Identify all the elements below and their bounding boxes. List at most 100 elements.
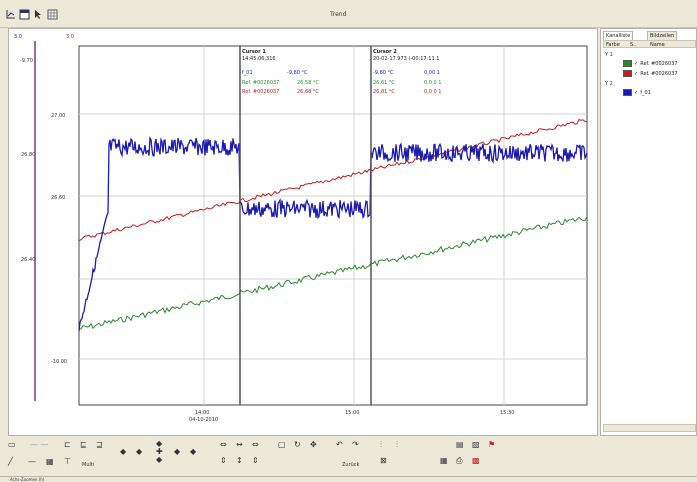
fit-y-icon[interactable]: ⇕ [252, 456, 259, 465]
column-name[interactable]: Name [650, 42, 665, 48]
dash-tool-icon[interactable]: — [28, 457, 36, 466]
pan-down-icon[interactable]: ◆ [156, 455, 163, 464]
multi-label[interactable]: Multi [82, 462, 95, 468]
pan-right-icon[interactable]: ◆ [136, 447, 143, 456]
cursor-1-row-name: f_01 [242, 70, 253, 76]
top-toolbar: Trend [0, 0, 697, 28]
copy-icon[interactable]: ▤ [456, 440, 464, 449]
channel-row[interactable]: ✓ Ref. #0026037 [623, 70, 678, 77]
zurueck-label[interactable]: Zurück [342, 462, 360, 468]
x-tick-label: 14:00 [195, 410, 209, 416]
undo-icon[interactable]: ↶ [336, 440, 343, 449]
cursor-2-row-value: 26,81 °C [373, 89, 395, 95]
series-line-ref-red [78, 118, 588, 242]
cursor-values-icon[interactable]: ⊠ [380, 456, 387, 465]
x-tick-label: 15:00 [345, 410, 359, 416]
group-y2[interactable]: Y 2 [605, 81, 613, 87]
group-y1[interactable]: Y 1 [605, 52, 613, 58]
pan-up-icon[interactable]: ◆ [156, 439, 163, 448]
bottom-toolbar: ▭ ╱ — — — ⊏ ⊑ ⊒ ▦ ⊤ Multi ◆ ◆ ◆ ✚ ◆ ◆ ◆ … [0, 436, 697, 476]
axes-icon[interactable] [5, 9, 16, 20]
series-line-ref-green [79, 216, 588, 330]
line-tool-icon[interactable]: ╱ [8, 457, 13, 466]
cursor-2-timestamp: 20-02-17.973 (-00:17:11.1 [373, 56, 439, 62]
stretch-y-icon[interactable]: ⇕ [220, 456, 227, 465]
cursor-a-icon[interactable]: ⫶ [380, 440, 382, 449]
table-icon[interactable]: ▦ [440, 456, 448, 465]
cursor-1-row-name: Ref. #0026037 [242, 89, 279, 95]
zoom-box-icon[interactable]: ▢ [278, 440, 286, 449]
shrink-x-icon[interactable]: ↔ [236, 440, 243, 449]
column-s[interactable]: S.. [630, 42, 637, 48]
stretch-x-icon[interactable]: ⇔ [220, 440, 227, 449]
zoom-out-icon[interactable]: ◆ [190, 447, 197, 456]
cursor-2-row-value: 26,61 °C [373, 80, 395, 86]
grid-icon[interactable] [47, 9, 58, 20]
export-icon[interactable]: ▧ [472, 440, 480, 449]
scale-x-icon[interactable]: ⊒ [96, 440, 103, 449]
rotate-icon[interactable]: ↻ [294, 440, 301, 449]
cursor-1-title: Cursor 1 [242, 49, 266, 55]
cursor-2-row-value: -9,80 °C [373, 70, 394, 76]
trend-chart[interactable]: 3.0 3.0 -9.70 27.00 26.80 26.60 26.40 -1… [9, 29, 599, 437]
print-icon[interactable]: ⎙ [456, 456, 463, 465]
pan-center-icon[interactable]: ✚ [156, 447, 163, 456]
y-tick-label: 26.60 [51, 195, 65, 201]
tab-bildzeilen[interactable]: Bildzeilen [647, 31, 678, 40]
zoom-in-icon[interactable]: ◆ [174, 447, 181, 456]
scale-icon[interactable]: ⊏ [64, 440, 71, 449]
y-tick-label: 26.80 [21, 152, 35, 158]
cursor-2-title: Cursor 2 [373, 49, 397, 55]
cursor-1-row-value: -9,80 °C [287, 70, 308, 76]
horizontal-scrollbar[interactable] [603, 424, 696, 432]
cursor-2-row-delta: 0,0 0 1 [424, 89, 442, 95]
plot-area[interactable]: 3.0 3.0 -9.70 27.00 26.80 26.60 26.40 -1… [8, 28, 598, 436]
cursor-1-row-name: Ref. #0026037 [242, 80, 279, 86]
series-lines [78, 118, 588, 332]
marker-icon[interactable]: ⊤ [64, 457, 71, 466]
cursor-1-row-value: 26,58 °C [297, 80, 319, 86]
status-text: Achs-Zoomen (h) [10, 477, 45, 482]
check-icon[interactable]: ✓ [634, 61, 639, 67]
multi-grid-icon[interactable]: ▦ [46, 457, 54, 466]
column-farbe[interactable]: Farbe [606, 42, 620, 48]
grid [78, 45, 588, 406]
flag-icon[interactable]: ⚑ [488, 440, 496, 449]
cursor-2-row-delta: 0,0 0 1 [424, 80, 442, 86]
status-bar: Achs-Zoomen (h) [0, 476, 697, 482]
line-style-icon[interactable]: — — [30, 440, 49, 449]
move-icon[interactable]: ✥ [310, 440, 317, 449]
y-tick-label: -9.70 [20, 58, 33, 64]
y-tick-label: 26.40 [21, 257, 35, 263]
cursor-tool-icon[interactable] [33, 9, 44, 20]
check-icon[interactable]: ✓ [634, 90, 639, 96]
left-scale-label-1: 3.0 [14, 34, 22, 40]
cursor-1-row-value: 26,68 °C [297, 89, 319, 95]
cursor-1-timestamp: 14:45:06,316 [242, 56, 276, 62]
channel-name: f_01 [640, 90, 651, 96]
cursor-b-icon[interactable]: ⫶ [396, 440, 398, 449]
report-icon[interactable]: ▩ [472, 456, 480, 465]
redo-icon[interactable]: ↷ [352, 440, 359, 449]
channel-name: Ref. #0026037 [640, 61, 678, 67]
left-scale-label-2: 3.0 [66, 34, 74, 40]
channel-color-swatch [623, 70, 632, 77]
window-icon[interactable] [19, 9, 30, 20]
tab-kanalliste[interactable]: Kanalliste [603, 31, 634, 40]
channel-panel: Kanalliste Bildzeilen Farbe S.. Name Y 1… [600, 28, 697, 436]
channel-row[interactable]: ✓ f_01 [623, 89, 651, 96]
channel-color-swatch [623, 60, 632, 67]
pointer-tool-icon[interactable]: ▭ [8, 440, 16, 449]
pan-left-icon[interactable]: ◆ [120, 447, 127, 456]
check-icon[interactable]: ✓ [634, 71, 639, 77]
channel-list-header: Farbe S.. Name [603, 40, 696, 48]
scale-y-icon[interactable]: ⊑ [80, 440, 87, 449]
stretch-both-icon[interactable]: ⇔ [252, 440, 259, 449]
cursor-1-box: Cursor 1 14:45:06,316 f_01 -9,80 °C Ref.… [242, 49, 319, 95]
channel-color-swatch [623, 89, 632, 96]
x-date-label: 04-10-2010 [189, 417, 218, 423]
series-line-f01 [78, 136, 588, 332]
channel-row[interactable]: ✓ Ref. #0026037 [623, 60, 678, 67]
channel-name: Ref. #0026037 [640, 71, 678, 77]
shrink-y-icon[interactable]: ↕ [236, 456, 243, 465]
